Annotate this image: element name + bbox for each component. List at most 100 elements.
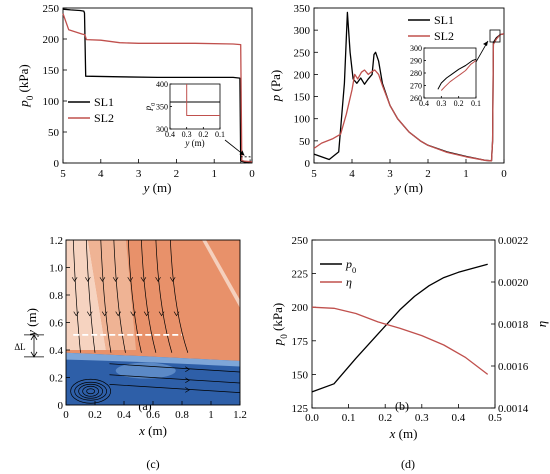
panel-a-y-tick-label: 150: [43, 65, 60, 77]
panel-a-inset-y-tick-label: 350: [156, 103, 168, 112]
panel-a-legend-label-sl2: SL2: [94, 111, 114, 125]
panel-a-y-tick-label: 50: [48, 127, 60, 139]
panel-d-x-tick-label: 0.0: [305, 412, 319, 424]
panel-a-series-sl1: [62, 8, 253, 164]
panel-c-y-tick-label: 1.2: [49, 235, 63, 247]
panel-a-y-tick-label: 0: [54, 158, 60, 170]
panel-a-x-tick-label: 2: [174, 168, 180, 180]
panel-c-lower-stream-arrow: [185, 366, 190, 373]
panel-d-x-axis-label: x (m): [389, 426, 418, 441]
panel-c-lower-stream-arrow: [185, 377, 190, 384]
panel-d-y-right-tick-label: 0.0018: [498, 319, 529, 331]
panel-d-y-left-tick-label: 125: [292, 403, 309, 415]
panel-c-shear-patch: [115, 362, 176, 379]
panel-d-y-left-tick-label: 175: [292, 336, 309, 348]
panel-b-inset-frame: [423, 47, 477, 99]
panel-a-zoom-arrowhead: [239, 150, 245, 156]
panel-c-y-tick-label: 0.6: [49, 318, 63, 330]
panel-a-y-tick-label: 100: [43, 96, 60, 108]
panel-d-x-tick-label: 0.4: [452, 412, 466, 424]
panel-a-x-tick-label: 4: [98, 168, 104, 180]
panel-c-vortex-ring: [82, 385, 100, 397]
panel-c-stream-arrow: [169, 277, 176, 282]
panel-b-y-tick-label: 100: [294, 114, 311, 126]
panel-c-vortex-ring: [78, 383, 104, 399]
panel-a-inset-x-tick-label: 0.2: [198, 130, 208, 139]
panel-d-y-right-tick-label: 0.0014: [498, 403, 529, 415]
panel-a-x-tick-label: 0: [249, 168, 255, 180]
panel-c-stream-arrow: [143, 311, 150, 317]
caption-c: (c): [146, 457, 159, 471]
panel-b-y-axis-label: p (Pa): [268, 70, 283, 102]
panel-c-y-tick-label: 0: [58, 400, 64, 412]
panel-d-x-tick-label: 0.5: [488, 412, 502, 424]
panel-c-streamline: [128, 239, 142, 353]
panel-d-y-right-axis-label: η: [534, 321, 549, 327]
panel-c-y-tick-label: 0.4: [49, 345, 63, 357]
panel-a-inset-frame: [169, 83, 221, 130]
panel-b-x-tick-label: 2: [425, 168, 431, 180]
panel-c-y-tick-label: 0.2: [49, 373, 63, 385]
panel-c-stream-arrow: [130, 311, 136, 317]
panel-b-inset-x-tick-label: 0.3: [436, 99, 446, 108]
panel-a-inset-x-tick-label: 0.3: [182, 130, 192, 139]
panel-c-streamline: [72, 239, 81, 353]
panel-c-x-tick-label: 1.2: [233, 409, 247, 421]
panel-d-legend-label-0: p0: [345, 257, 356, 275]
panel-a-legend-label-sl1: SL1: [94, 95, 114, 109]
panel-c-streamline: [170, 239, 189, 353]
panel-b-y-tick-label: 250: [294, 47, 311, 59]
panel-c-stream-arrow: [127, 277, 134, 282]
panel-c-light-band: [66, 240, 106, 350]
panel-c-lower-region: [66, 352, 240, 405]
panel-c-stream-arrow: [173, 311, 180, 317]
panel-c-x-tick-label: 0.4: [117, 409, 131, 421]
panel-b-y-tick-label: 150: [294, 92, 311, 104]
panel-c-stream-arrow: [99, 277, 106, 282]
panel-a-x-tick-label: 3: [136, 168, 142, 180]
panel-a-x-tick-label: 1: [211, 168, 217, 180]
panel-d-series-p0: [311, 263, 488, 393]
panel-a-inset-x-tick-label: 0.4: [165, 130, 175, 139]
panel-b-x-tick-label: 5: [311, 168, 317, 180]
panel-a-frame: [62, 7, 253, 164]
panel-c-x-tick-label: 0.6: [146, 409, 160, 421]
panel-b-legend-label-sl1: SL1: [434, 13, 454, 27]
panel-a-inset-x-axis-label: y (m): [184, 138, 204, 148]
panel-c-vortex-ring: [70, 378, 112, 404]
panel-a-inset-y-tick-label: 400: [156, 80, 168, 89]
panel-d-y-right-tick-label: 0.0022: [498, 235, 528, 247]
panel-d-legend-label-1: η: [346, 275, 352, 289]
panel-c-vortex-ring: [74, 381, 108, 401]
panel-c-streamline: [85, 239, 96, 353]
panel-c-lower-streamline: [109, 384, 241, 393]
panel-a-y-tick-label: 250: [43, 3, 60, 15]
panel-b-y-tick-label: 300: [294, 25, 311, 37]
panel-c-streamline: [141, 239, 157, 353]
panel-c-dl-label: ΔL: [14, 342, 25, 352]
panel-b-inset-series-sl1: [437, 58, 477, 90]
panel-d-series-eta: [311, 306, 489, 375]
panel-c-mid-band: [88, 240, 136, 350]
panel-c-lower-stream-arrow: [185, 387, 190, 393]
panel-b-inset-x-tick-label: 0.1: [471, 99, 481, 108]
panel-b-frame: [313, 7, 505, 164]
panel-b-y-tick-label: 0: [305, 158, 311, 170]
panel-b-series-sl2: [313, 33, 505, 162]
panel-c-dl-arrow-up: [30, 334, 38, 341]
panel-b-y-tick-label: 350: [294, 3, 311, 15]
panel-c-stream-arrow: [112, 277, 119, 282]
panel-d-x-tick-label: 0.1: [342, 412, 356, 424]
panel-c-vortex-ring: [86, 388, 96, 395]
panel-b-x-tick-label: 3: [387, 168, 393, 180]
panel-c-y-tick-label: 1.0: [49, 263, 63, 275]
panel-a-x-axis-label: y (m): [142, 180, 172, 195]
panel-b-y-tick-label: 200: [294, 69, 311, 81]
panel-a-inset-y-tick-label: 300: [156, 125, 168, 134]
panel-d-chart: 0.0 0.1 0.2 0.3 0.4 0.5 125 150 175 200 225 250 0.00…: [270, 235, 549, 441]
panel-a-zoom-box: [240, 156, 251, 164]
panel-c-stream-arrow: [101, 311, 108, 317]
panel-c-dl-arrow-down: [30, 351, 38, 358]
